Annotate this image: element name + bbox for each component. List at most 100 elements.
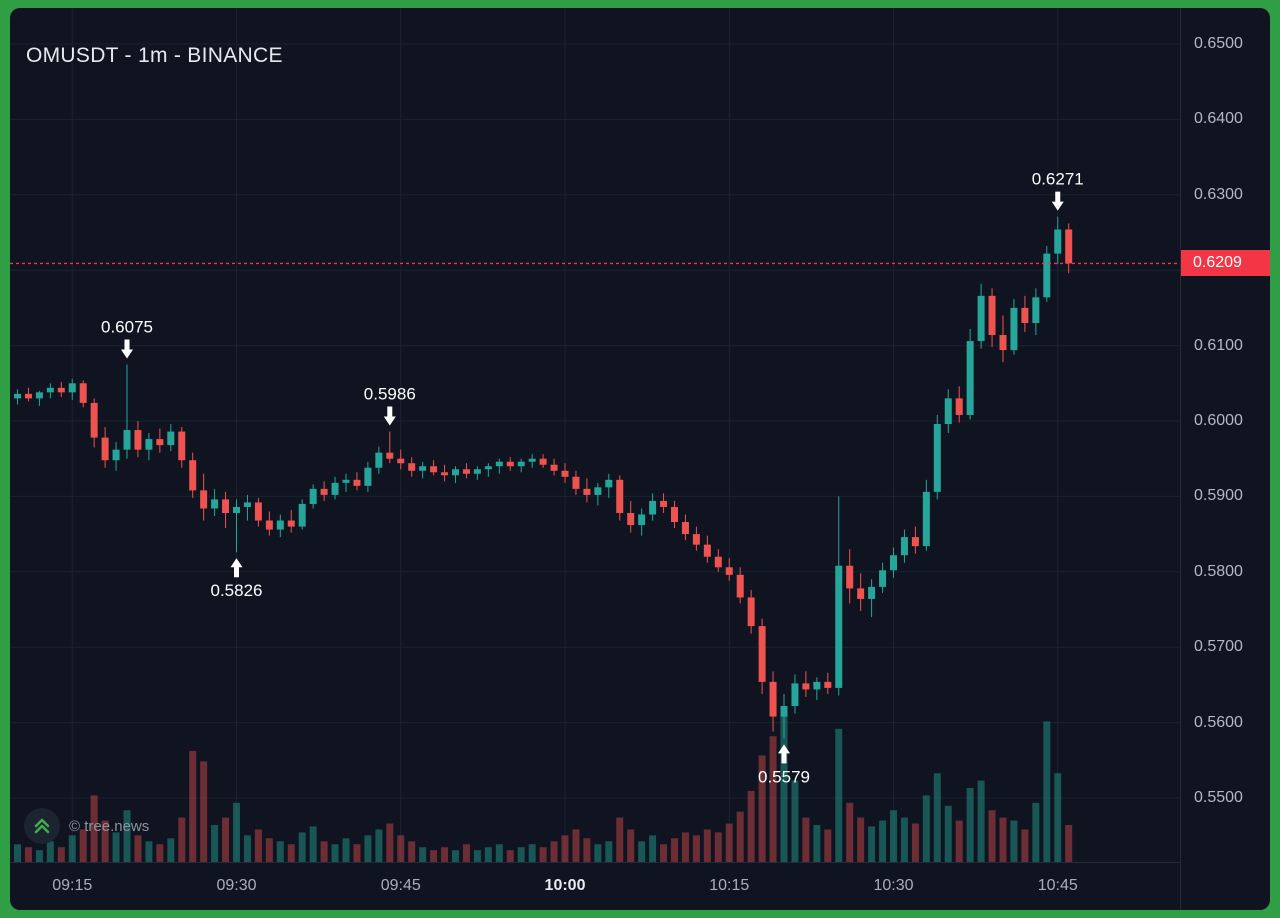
volume-bar — [112, 832, 120, 862]
volume-bar — [79, 829, 87, 862]
time-tick-label: 09:30 — [216, 877, 257, 894]
candle-body — [397, 458, 405, 464]
volume-bar — [966, 788, 974, 862]
volume-bar — [550, 841, 558, 862]
volume-bar — [211, 825, 219, 862]
annotation-arrow-up — [230, 558, 243, 578]
candle-body — [145, 439, 153, 450]
volume-bar — [517, 847, 525, 862]
volume-bar — [342, 838, 350, 862]
volume-bar — [714, 832, 722, 862]
volume-bar — [1065, 825, 1073, 862]
candle-body — [320, 488, 328, 495]
candle-body — [1021, 307, 1029, 323]
annotation-label: 0.5826 — [211, 581, 263, 600]
candle-body — [265, 520, 273, 530]
volume-bar — [736, 811, 744, 862]
volume-bar — [189, 751, 197, 862]
candle-body — [298, 503, 306, 527]
chart-panel: OMUSDT - 1m - BINANCE 0.6075 0.5826 0.5986… — [10, 8, 1270, 910]
candle-body — [79, 383, 87, 403]
candle-body — [134, 430, 142, 450]
volume-bar — [747, 790, 755, 862]
candle-body — [671, 506, 678, 523]
tree-news-logo-icon — [24, 808, 60, 844]
candle-body — [506, 461, 514, 467]
volume-bar — [452, 850, 459, 862]
volume-bar — [441, 847, 449, 862]
volume-bar — [473, 850, 481, 862]
volume-bar — [178, 817, 186, 862]
annotation-arrow-down — [121, 339, 133, 359]
candle-body — [594, 487, 602, 495]
candle-body — [364, 467, 372, 486]
volume-bar — [265, 838, 273, 862]
volume-bar — [287, 844, 295, 862]
time-tick-label: 10:15 — [709, 877, 750, 894]
volume-bar — [14, 844, 21, 862]
candle-body — [780, 706, 788, 717]
volume-bar — [616, 817, 624, 862]
candle-body — [627, 512, 635, 526]
candle-body — [495, 461, 503, 467]
volume-bar — [353, 844, 361, 862]
volume-bar — [933, 773, 941, 862]
candle-body — [287, 520, 295, 527]
volume-bar — [167, 838, 175, 862]
candle-body — [189, 460, 197, 491]
volume-bar — [495, 844, 503, 862]
candle-body — [24, 393, 32, 399]
annotation-label: 0.6271 — [1032, 170, 1084, 189]
volume-bar — [671, 838, 678, 862]
volume-bar — [24, 847, 32, 862]
volume-bar — [222, 817, 230, 862]
volume-bar — [988, 810, 996, 862]
candle-body — [430, 466, 438, 473]
volume-bar — [298, 832, 306, 862]
volume-bar — [462, 844, 470, 862]
volume-bar — [868, 826, 876, 862]
candle-body — [681, 522, 689, 535]
volume-bar — [999, 817, 1007, 862]
volume-bar — [944, 805, 952, 862]
volume-bar — [857, 817, 865, 862]
candle-body — [933, 424, 941, 492]
candle-body — [1032, 297, 1040, 323]
volume-bar — [890, 810, 897, 862]
volume-bar — [1032, 802, 1040, 862]
volume-bar — [364, 835, 372, 862]
candle-body — [725, 567, 733, 575]
volume-bar — [90, 795, 98, 862]
candle-body — [222, 499, 230, 513]
volume-bar — [145, 841, 153, 862]
candle-body — [484, 466, 492, 470]
candle-body — [758, 626, 766, 682]
time-axis[interactable]: 09:15 09:30 09:45 10:00 10:15 10:30 10:45 — [10, 862, 1180, 910]
volume-bar — [123, 810, 131, 862]
volume-bar — [824, 829, 832, 862]
volume-bar — [879, 820, 887, 862]
candle-body — [539, 458, 547, 465]
candle-body — [517, 461, 525, 467]
volume-bar — [660, 844, 668, 862]
candle-body — [112, 449, 120, 461]
watermark-text: © tree.news — [69, 817, 150, 835]
price-tick-label: 0.6100 — [1194, 336, 1243, 354]
volume-bar — [703, 829, 711, 862]
volume-bar — [780, 714, 788, 862]
candle-body — [824, 681, 832, 688]
candle-body — [879, 570, 887, 587]
volume-bar — [200, 761, 208, 862]
price-axis[interactable]: 0.65000.64000.63000.62000.61000.60000.59… — [1180, 8, 1270, 910]
candle-body — [35, 392, 43, 399]
volume-bar — [419, 847, 427, 862]
candle-body — [900, 537, 908, 556]
candle-body — [977, 295, 985, 342]
candlestick-chart[interactable]: 0.6075 0.5826 0.5986 0.5579 0.6271 — [10, 8, 1180, 862]
candle-body — [331, 482, 339, 495]
candle-body — [233, 506, 240, 513]
volume-bar — [627, 829, 635, 862]
time-tick-label: 10:00 — [544, 877, 586, 894]
volume-bar — [408, 841, 416, 862]
